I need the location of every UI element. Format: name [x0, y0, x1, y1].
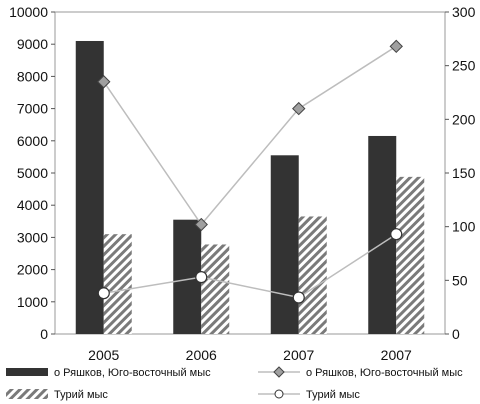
x-axis-labels: 2005 2006 2007 2007 — [88, 347, 412, 363]
right-tick-label: 0 — [452, 326, 460, 342]
legend: о Ряшков, Юго-восточный мыс о Ряшков, Юго… — [6, 366, 463, 401]
right-tick-label: 50 — [452, 272, 468, 288]
legend-swatch-circle — [274, 389, 284, 399]
legend-label: Турий мыс — [306, 389, 360, 401]
left-tick-label: 7000 — [17, 101, 48, 117]
point-turiy — [292, 291, 305, 304]
right-tick-label: 250 — [452, 58, 476, 74]
right-tick-label: 300 — [452, 4, 476, 20]
point-ryashkov — [97, 75, 111, 89]
left-tick-label: 9000 — [17, 36, 48, 52]
right-tick-label: 150 — [452, 165, 476, 181]
right-tick-label: 200 — [452, 111, 476, 127]
x-tick-label: 2005 — [88, 347, 119, 363]
bar-ryashkov — [270, 155, 299, 334]
left-tick-label: 8000 — [17, 68, 48, 84]
right-axis-ticks: 0 50 100 150 200 250 300 — [445, 4, 476, 342]
lines — [97, 39, 403, 304]
bars — [75, 40, 425, 334]
point-turiy — [195, 271, 208, 284]
line-turiy — [103, 233, 397, 299]
left-tick-label: 10000 — [9, 4, 48, 20]
legend-label: о Ряшков, Юго-восточный мыс — [54, 367, 211, 379]
point-turiy — [97, 287, 110, 300]
left-tick-label: 5000 — [17, 165, 48, 181]
legend-swatch-bar — [6, 368, 48, 376]
point-ryashkov — [389, 39, 403, 54]
left-tick-label: 1000 — [17, 294, 48, 310]
line-ryashkov — [103, 45, 397, 226]
x-tick-label: 2007 — [381, 347, 412, 363]
left-tick-label: 6000 — [17, 133, 48, 149]
point-ryashkov — [292, 101, 306, 116]
legend-swatch-hatch — [6, 389, 48, 399]
x-tick-label: 2006 — [186, 347, 217, 363]
bar-turiy — [103, 234, 132, 334]
bar-turiy — [396, 176, 425, 334]
left-tick-label: 2000 — [17, 262, 48, 278]
legend-label: о Ряшков, Юго-восточный мыс — [306, 367, 463, 379]
x-tick-label: 2007 — [283, 347, 314, 363]
bar-ryashkov — [75, 40, 104, 334]
right-tick-label: 100 — [452, 219, 476, 235]
left-tick-label: 0 — [40, 326, 48, 342]
legend-swatch-diamond — [273, 366, 285, 378]
legend-label: Турий мыс — [54, 389, 108, 401]
bar-turiy — [201, 244, 230, 334]
left-tick-label: 4000 — [17, 197, 48, 213]
point-turiy — [390, 228, 403, 241]
left-tick-label: 3000 — [17, 229, 48, 245]
point-ryashkov — [194, 217, 208, 232]
left-axis-ticks: 0 1000 2000 3000 4000 5000 6000 7000 8000 9000 100… — [9, 4, 55, 342]
bar-turiy — [298, 216, 327, 334]
